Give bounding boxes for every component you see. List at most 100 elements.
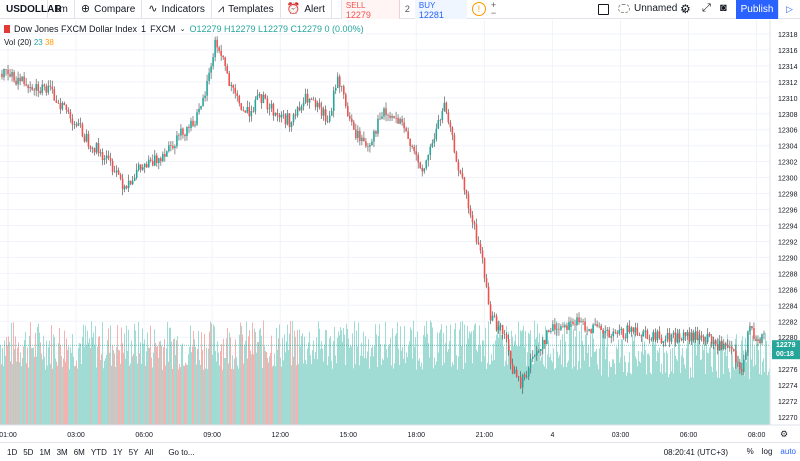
volume-bar xyxy=(671,371,672,425)
indicators-button[interactable]: ∿ Indicators xyxy=(142,0,212,19)
y-tick-label: 12312 xyxy=(778,80,798,87)
volume-bar xyxy=(344,334,345,425)
volume-bar xyxy=(313,340,314,425)
candle-body xyxy=(702,337,705,342)
range-button[interactable]: 5D xyxy=(23,447,34,457)
volume-bar xyxy=(77,368,78,425)
sell-button[interactable]: SELL 12279 xyxy=(341,0,400,19)
volume-bar xyxy=(617,349,618,425)
volume-bar xyxy=(766,341,767,425)
candle-body xyxy=(367,146,369,147)
volume-bar xyxy=(135,330,136,425)
volume-bar xyxy=(455,322,456,425)
candle-body xyxy=(735,350,737,363)
goto-button[interactable]: Go to... xyxy=(168,447,195,457)
candle-body xyxy=(133,177,136,181)
candle-body xyxy=(600,325,602,330)
symbol-search[interactable]: USDOLLAR xyxy=(0,0,62,19)
percent-scale-button[interactable]: % xyxy=(746,447,754,456)
auto-scale-button[interactable]: auto xyxy=(780,447,796,456)
templates-button[interactable]: ⩘ Templates xyxy=(212,0,281,19)
candle-body xyxy=(83,136,86,142)
volume-bar xyxy=(700,360,701,425)
volume-bar xyxy=(685,368,686,425)
range-button[interactable]: 6M xyxy=(73,447,85,457)
y-tick-label: 12276 xyxy=(778,367,798,374)
volume-bar xyxy=(682,348,683,425)
range-button[interactable]: 1Y xyxy=(112,447,123,457)
volume-bar xyxy=(258,341,259,425)
candle-body xyxy=(184,134,186,137)
checkbox-icon[interactable] xyxy=(598,4,609,15)
range-button[interactable]: 1D xyxy=(7,447,18,457)
candle-body xyxy=(318,102,321,108)
candle-body xyxy=(210,66,212,73)
range-button[interactable]: All xyxy=(144,447,154,457)
volume-bar xyxy=(596,348,597,425)
interval-button[interactable]: 1m xyxy=(48,0,75,19)
volume-bar xyxy=(11,323,12,425)
range-button[interactable]: 3M xyxy=(56,447,68,457)
candle-body xyxy=(610,336,612,338)
alert-button[interactable]: ⏰ Alert xyxy=(281,0,332,19)
flag-icon[interactable] xyxy=(4,25,10,33)
price-chart[interactable]: 12318 12316 12314 12312 12310 12308 12306 12304… xyxy=(0,20,800,442)
volume-bar xyxy=(658,352,659,425)
range-button[interactable]: YTD xyxy=(90,447,107,457)
candle-body xyxy=(180,128,182,136)
candle-body xyxy=(139,164,142,170)
publish-button[interactable]: Publish xyxy=(736,0,778,19)
volume-bar xyxy=(517,346,518,425)
play-button[interactable]: ▷ xyxy=(778,0,800,19)
volume-bar xyxy=(61,356,62,425)
volume-bar xyxy=(15,336,16,425)
plus-icon[interactable]: + xyxy=(490,0,497,10)
volume-bar xyxy=(191,352,192,425)
volume-bar xyxy=(558,357,559,425)
volume-bar xyxy=(708,353,709,425)
candle-body xyxy=(698,335,701,341)
volume-bar xyxy=(431,322,432,425)
axis-settings-icon[interactable]: ⚙ xyxy=(780,430,788,440)
warning-icon[interactable]: ! xyxy=(471,2,486,16)
candle-body xyxy=(417,154,419,163)
minus-icon[interactable]: − xyxy=(490,8,497,18)
volume-bar xyxy=(575,336,576,425)
layout-menu[interactable]: Unnamed ⌄ xyxy=(618,3,688,14)
camera-icon[interactable]: ◙ xyxy=(720,2,727,14)
range-button[interactable]: 5Y xyxy=(128,447,139,457)
volume-bar xyxy=(195,346,196,425)
volume-bar xyxy=(509,345,510,425)
quantity-stepper[interactable]: + − xyxy=(490,0,497,18)
candle-body xyxy=(461,173,464,178)
volume-bar xyxy=(213,324,214,425)
candle-body xyxy=(278,115,281,118)
volume-bar xyxy=(380,343,381,425)
volume-bar xyxy=(389,344,390,425)
volume-bar xyxy=(480,345,481,425)
volume-bar xyxy=(223,338,224,425)
volume-bar xyxy=(265,351,266,425)
volume-bar xyxy=(124,333,125,425)
candle-body xyxy=(757,339,759,341)
buy-button[interactable]: BUY 12281 xyxy=(414,0,467,19)
volume-bar xyxy=(748,351,749,425)
log-scale-button[interactable]: log xyxy=(761,447,773,456)
volume-bar xyxy=(123,352,124,425)
candle-body xyxy=(236,93,239,96)
compare-button[interactable]: ⊕ Compare xyxy=(75,0,143,19)
candle-body xyxy=(684,332,687,336)
gear-icon[interactable]: ⚙ xyxy=(680,2,691,16)
candle-body xyxy=(630,327,633,333)
alert-label: Alert xyxy=(304,3,325,15)
volume-bar xyxy=(585,334,586,425)
candle-body xyxy=(696,331,699,341)
volume-bar xyxy=(57,365,58,425)
fullscreen-icon[interactable]: ⤢ xyxy=(702,2,711,14)
clock-display[interactable]: 08:20:41 (UTC+3) xyxy=(663,448,728,457)
range-button[interactable]: 1M xyxy=(39,447,51,457)
candle-body xyxy=(564,325,566,327)
volume-bar xyxy=(151,357,152,425)
chevron-down-icon[interactable]: ⌄ xyxy=(179,26,186,33)
volume-bar xyxy=(115,366,116,425)
